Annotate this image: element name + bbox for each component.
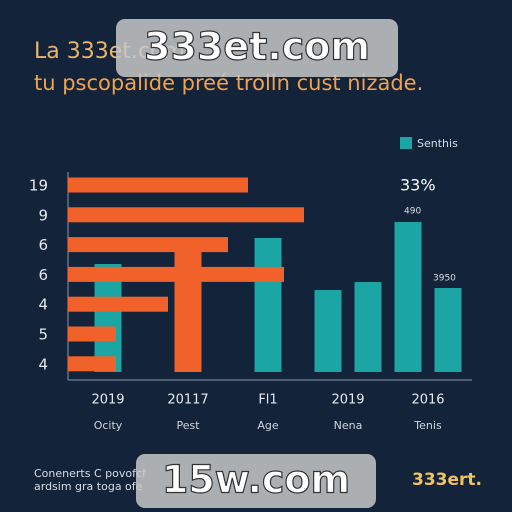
bar — [314, 290, 342, 372]
row-bar — [68, 326, 116, 342]
watermark-text: 333et.com — [144, 25, 370, 69]
annotation: 490 — [404, 207, 421, 217]
row-label: 9 — [38, 206, 48, 224]
bar — [354, 282, 382, 372]
row-label: 5 — [38, 326, 48, 344]
annotation: 3950 — [433, 274, 456, 284]
x-tick-sublabel: Tenis — [413, 419, 442, 432]
watermark-box — [116, 19, 398, 77]
x-tick-label: 20117 — [167, 393, 208, 408]
x-tick-sublabel: Nena — [334, 419, 363, 432]
watermark-bottom: 15w.com — [136, 454, 376, 508]
bar — [174, 242, 202, 372]
plot: 2019 Ocity 20117 Pest Fl1 Age 2019 Nena 2016 Teni… — [29, 177, 462, 432]
watermark-text: 15w.com — [162, 458, 350, 502]
watermark-top: 333et.com — [116, 19, 398, 77]
x-tick-label: 2019 — [331, 393, 364, 408]
row-label: 4 — [38, 296, 48, 314]
x-tick-sublabel: Age — [257, 419, 279, 432]
row-bar — [68, 177, 248, 193]
legend-label: Senthis — [417, 137, 458, 150]
bar — [434, 288, 462, 372]
row-bar — [68, 356, 116, 372]
row-label: 6 — [38, 266, 48, 284]
x-tick-sublabel: Ocity — [94, 419, 123, 432]
x-tick-label: 2016 — [411, 393, 444, 408]
x-tick-label: Fl1 — [258, 393, 277, 408]
bar — [394, 222, 422, 372]
row-bar — [68, 207, 304, 223]
legend-swatch — [400, 137, 412, 149]
bar — [254, 238, 282, 372]
footer-brand: 333ert. — [412, 470, 482, 490]
watermark-box — [136, 454, 376, 508]
footer-text: ardsim gra toga ofe — [34, 480, 143, 493]
row-label: 6 — [38, 236, 48, 254]
annotation: 33% — [400, 176, 436, 195]
row-bar — [68, 296, 168, 312]
footer-text: Conenerts C povofcf — [34, 467, 147, 480]
x-tick-label: 2019 — [91, 393, 124, 408]
row-bar — [68, 266, 284, 282]
bar — [94, 264, 122, 372]
row-label: 19 — [29, 177, 48, 195]
row-bar — [68, 237, 228, 253]
x-tick-sublabel: Pest — [176, 419, 200, 432]
row-label: 4 — [38, 355, 48, 373]
